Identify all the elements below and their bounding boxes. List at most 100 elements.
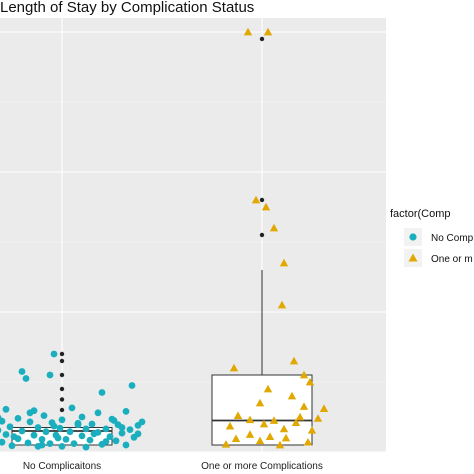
point-0-63 bbox=[58, 443, 66, 450]
point-0-6 bbox=[98, 389, 106, 396]
point-0-36 bbox=[18, 427, 26, 435]
point-0-43 bbox=[30, 431, 38, 439]
point-0-31 bbox=[56, 424, 64, 432]
point-0-5 bbox=[128, 382, 136, 389]
point-0-61 bbox=[8, 442, 16, 450]
point-0-17 bbox=[14, 415, 22, 422]
point-0-53 bbox=[112, 437, 120, 445]
point-0-68 bbox=[138, 418, 146, 426]
legend-key-triangle-icon bbox=[408, 253, 418, 262]
point-0-52 bbox=[86, 436, 94, 444]
point-0-73 bbox=[10, 433, 18, 440]
point-1-0 bbox=[243, 27, 253, 36]
point-0-10 bbox=[2, 405, 10, 413]
point-1-3 bbox=[261, 202, 271, 211]
outlier-point-0-2 bbox=[59, 386, 65, 392]
point-1-33 bbox=[313, 414, 323, 422]
point-0-38 bbox=[66, 428, 74, 436]
point-0-12 bbox=[94, 409, 102, 417]
point-0-64 bbox=[82, 443, 90, 451]
point-1-32 bbox=[307, 426, 317, 434]
point-1-21 bbox=[259, 419, 269, 428]
legend-label-no-comp: No Comp bbox=[431, 233, 474, 244]
point-0-69 bbox=[0, 414, 2, 421]
point-1-16 bbox=[233, 411, 243, 419]
point-1-25 bbox=[265, 432, 275, 440]
x-tick-labels: No Complicaitons One or more Complicatio… bbox=[23, 461, 323, 472]
point-1-13 bbox=[255, 398, 265, 407]
point-0-33 bbox=[102, 425, 110, 433]
point-0-50 bbox=[38, 436, 46, 443]
point-0-75 bbox=[102, 438, 110, 445]
point-0-32 bbox=[82, 425, 90, 433]
point-0-76 bbox=[134, 430, 142, 438]
outlier-point-1-2 bbox=[259, 36, 265, 42]
point-1-15 bbox=[319, 404, 329, 412]
point-1-2 bbox=[251, 195, 261, 204]
point-0-70 bbox=[26, 409, 34, 417]
point-0-45 bbox=[78, 432, 86, 440]
point-0-46 bbox=[106, 433, 114, 440]
point-1-9 bbox=[299, 370, 309, 379]
point-0-35 bbox=[0, 427, 2, 434]
point-0-71 bbox=[74, 421, 82, 429]
outlier-point-1-1 bbox=[259, 197, 265, 203]
point-1-28 bbox=[255, 436, 265, 445]
point-1-17 bbox=[295, 412, 305, 421]
point-1-7 bbox=[289, 356, 299, 365]
outlier-point-1-0 bbox=[259, 232, 265, 238]
point-0-66 bbox=[50, 422, 58, 430]
outlier-point-0-0 bbox=[59, 407, 65, 413]
point-0-58 bbox=[70, 440, 78, 447]
point-1-1 bbox=[263, 27, 273, 36]
point-0-9 bbox=[68, 404, 76, 412]
legend-label-one-or-more: One or m bbox=[431, 254, 473, 265]
point-1-29 bbox=[303, 438, 313, 446]
x-tick-label-no-complications: No Complicaitons bbox=[23, 461, 101, 472]
point-1-4 bbox=[269, 223, 279, 232]
point-1-11 bbox=[263, 384, 273, 393]
point-1-12 bbox=[287, 391, 297, 400]
legend-title: factor(Comp bbox=[390, 208, 451, 220]
point-1-27 bbox=[231, 434, 241, 443]
legend: factor(Comp No Comp One or m bbox=[390, 208, 474, 267]
point-layer bbox=[0, 27, 329, 451]
point-1-31 bbox=[275, 440, 285, 449]
box-1 bbox=[211, 374, 313, 446]
point-0-67 bbox=[110, 417, 118, 424]
point-1-18 bbox=[245, 415, 255, 424]
point-0-79 bbox=[118, 424, 126, 431]
point-0-16 bbox=[78, 413, 86, 421]
point-0-34 bbox=[126, 426, 134, 433]
point-0-56 bbox=[24, 439, 32, 447]
point-1-8 bbox=[229, 363, 239, 372]
point-0-21 bbox=[0, 417, 6, 425]
point-0-74 bbox=[54, 434, 62, 442]
point-0-51 bbox=[62, 436, 70, 443]
point-0-55 bbox=[0, 438, 6, 446]
x-tick-label-one-or-more: One or more Complications bbox=[201, 461, 323, 472]
point-0-60 bbox=[122, 441, 130, 449]
outlier-point-0-4 bbox=[59, 358, 65, 364]
point-1-22 bbox=[225, 421, 235, 430]
point-1-24 bbox=[245, 430, 255, 438]
point-1-5 bbox=[279, 258, 289, 267]
point-0-57 bbox=[46, 440, 54, 447]
chart-title: Length of Stay by Complication Status bbox=[0, 0, 254, 16]
point-1-14 bbox=[299, 402, 309, 410]
point-1-19 bbox=[269, 416, 279, 424]
point-1-26 bbox=[281, 433, 291, 442]
point-0-3 bbox=[46, 371, 54, 379]
point-0-15 bbox=[40, 412, 48, 419]
point-0-30 bbox=[34, 424, 42, 431]
outlier-point-0-3 bbox=[59, 372, 65, 378]
point-0-78 bbox=[38, 441, 46, 449]
point-0-29 bbox=[6, 423, 14, 431]
point-1-23 bbox=[279, 424, 289, 433]
point-0-2 bbox=[18, 368, 26, 375]
outlier-point-0-1 bbox=[59, 397, 65, 402]
point-0-72 bbox=[90, 430, 98, 438]
point-0-22 bbox=[26, 418, 34, 426]
point-0-25 bbox=[88, 420, 96, 428]
